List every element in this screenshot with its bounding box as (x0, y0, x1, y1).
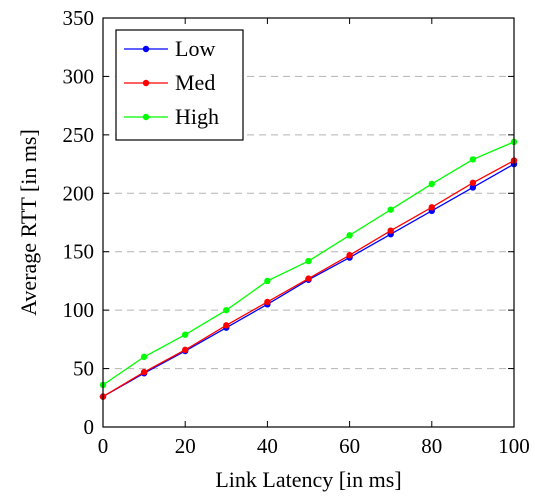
y-tick-label: 0 (84, 415, 95, 439)
y-tick-label: 50 (73, 357, 94, 381)
y-tick-label: 250 (63, 123, 95, 147)
grid-lines (103, 75, 514, 370)
y-tick-label: 150 (63, 240, 95, 264)
data-point-high (182, 331, 189, 338)
legend-entries: Low Med High (124, 36, 219, 129)
legend-label-med: Med (175, 70, 215, 95)
y-tick-label: 200 (63, 181, 95, 205)
legend-label-low: Low (175, 36, 215, 61)
plot-frame (102, 17, 515, 428)
data-point-med (140, 368, 148, 376)
x-tick-label: 20 (175, 434, 196, 458)
legend-swatch-marker (142, 45, 150, 53)
legend-swatch-marker (142, 79, 150, 87)
legend-box (115, 29, 244, 141)
x-tick-label: 40 (257, 434, 278, 458)
x-tick-label: 60 (339, 434, 360, 458)
data-point-high (305, 257, 312, 265)
data-point-med (223, 322, 230, 329)
x-axis-title: Link Latency [in ms] (215, 467, 401, 492)
legend: Low Med High (115, 29, 244, 141)
data-point-high (469, 156, 477, 163)
data-point-med (428, 204, 435, 211)
data-point-med (305, 275, 312, 282)
data-point-med (387, 227, 394, 234)
legend-entry-high: High (124, 104, 219, 129)
data-point-med (264, 298, 271, 306)
data-point-med (469, 179, 477, 186)
data-point-low (469, 184, 477, 191)
x-tick-label: 80 (421, 434, 442, 458)
y-tick-label: 300 (63, 64, 95, 88)
y-axis-title: Average RTT [in ms] (16, 129, 41, 316)
data-point-med (346, 252, 353, 259)
x-tick-label: 100 (498, 434, 530, 458)
axis-ticks: 0 20 40 60 80 100 0 50 100 150 200 250 300 350 (63, 6, 530, 458)
y-tick-label: 100 (63, 298, 95, 322)
series-layer (99, 138, 518, 400)
legend-swatch-marker (142, 113, 150, 121)
y-tick-label: 350 (63, 6, 95, 30)
data-point-med (182, 346, 189, 354)
legend-label-high: High (175, 104, 219, 129)
data-point-high (223, 306, 230, 314)
legend-entry-low: Low (124, 36, 215, 61)
series-high (99, 138, 518, 389)
data-point-high (428, 180, 435, 188)
data-point-high (346, 232, 353, 239)
data-point-high (140, 353, 148, 361)
legend-entry-med: Med (124, 70, 215, 95)
x-tick-label: 0 (98, 434, 109, 458)
data-point-high (387, 206, 394, 213)
data-point-high (264, 277, 271, 285)
